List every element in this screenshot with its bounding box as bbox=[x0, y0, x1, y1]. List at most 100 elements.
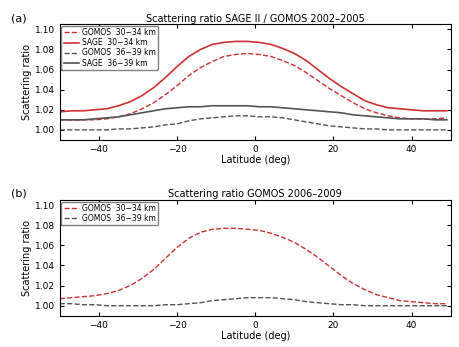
SAGE  36−39 km bbox=[279, 106, 285, 110]
GOMOS  30−34 km bbox=[268, 231, 273, 235]
GOMOS  30−34 km bbox=[232, 226, 238, 230]
GOMOS  30−34 km bbox=[268, 54, 273, 59]
X-axis label: Latitude (deg): Latitude (deg) bbox=[220, 155, 289, 165]
GOMOS  30−34 km bbox=[291, 240, 297, 244]
SAGE  36−39 km bbox=[185, 105, 191, 109]
GOMOS  36−39 km bbox=[443, 304, 449, 308]
SAGE  36−39 km bbox=[162, 107, 168, 111]
Y-axis label: Scattering ratio: Scattering ratio bbox=[22, 220, 32, 296]
SAGE  30−34 km bbox=[291, 51, 297, 56]
GOMOS  36−39 km bbox=[420, 304, 425, 308]
GOMOS  36−39 km bbox=[162, 303, 168, 307]
GOMOS  36−39 km bbox=[139, 304, 144, 308]
GOMOS  36−39 km bbox=[92, 303, 97, 307]
GOMOS  30−34 km bbox=[303, 70, 308, 75]
SAGE  36−39 km bbox=[209, 104, 215, 108]
GOMOS  30−34 km bbox=[385, 114, 390, 118]
GOMOS  36−39 km bbox=[373, 304, 378, 308]
SAGE  30−34 km bbox=[151, 86, 156, 90]
SAGE  30−34 km bbox=[127, 100, 133, 104]
GOMOS  30−34 km bbox=[104, 291, 109, 296]
SAGE  30−34 km bbox=[385, 106, 390, 110]
GOMOS  30−34 km bbox=[197, 66, 203, 70]
Y-axis label: Scattering ratio: Scattering ratio bbox=[22, 44, 32, 120]
GOMOS  36−39 km bbox=[244, 114, 250, 118]
GOMOS  36−39 km bbox=[326, 302, 331, 306]
SAGE  36−39 km bbox=[80, 118, 86, 122]
GOMOS  36−39 km bbox=[221, 298, 226, 302]
Title: Scattering ratio GOMOS 2006–2009: Scattering ratio GOMOS 2006–2009 bbox=[168, 189, 341, 199]
GOMOS  30−34 km bbox=[361, 107, 367, 111]
SAGE  30−34 km bbox=[361, 99, 367, 103]
SAGE  36−39 km bbox=[151, 109, 156, 113]
GOMOS  36−39 km bbox=[443, 128, 449, 132]
GOMOS  36−39 km bbox=[115, 304, 121, 308]
GOMOS  30−34 km bbox=[361, 288, 367, 292]
GOMOS  36−39 km bbox=[279, 116, 285, 120]
GOMOS  30−34 km bbox=[80, 295, 86, 299]
GOMOS  30−34 km bbox=[185, 236, 191, 240]
SAGE  36−39 km bbox=[197, 105, 203, 109]
GOMOS  36−39 km bbox=[350, 303, 355, 307]
GOMOS  36−39 km bbox=[104, 128, 109, 132]
SAGE  30−34 km bbox=[209, 42, 215, 46]
GOMOS  36−39 km bbox=[57, 128, 62, 132]
SAGE  30−34 km bbox=[57, 110, 62, 114]
X-axis label: Latitude (deg): Latitude (deg) bbox=[220, 331, 289, 341]
GOMOS  36−39 km bbox=[268, 115, 273, 119]
SAGE  36−39 km bbox=[431, 118, 437, 122]
GOMOS  30−34 km bbox=[162, 256, 168, 261]
GOMOS  36−39 km bbox=[162, 123, 168, 127]
GOMOS  30−34 km bbox=[431, 117, 437, 121]
GOMOS  30−34 km bbox=[279, 235, 285, 239]
GOMOS  30−34 km bbox=[68, 296, 74, 300]
GOMOS  30−34 km bbox=[221, 54, 226, 59]
GOMOS  36−39 km bbox=[385, 128, 390, 132]
GOMOS  30−34 km bbox=[92, 118, 97, 122]
SAGE  36−39 km bbox=[127, 113, 133, 117]
GOMOS  36−39 km bbox=[361, 304, 367, 308]
GOMOS  30−34 km bbox=[338, 273, 343, 278]
GOMOS  36−39 km bbox=[279, 297, 285, 301]
GOMOS  36−39 km bbox=[185, 302, 191, 306]
GOMOS  36−39 km bbox=[338, 125, 343, 129]
GOMOS  30−34 km bbox=[326, 87, 331, 91]
Legend: GOMOS  30−34 km, SAGE  30−34 km, GOMOS  36−39 km, SAGE  36−39 km: GOMOS 30−34 km, SAGE 30−34 km, GOMOS 36−… bbox=[61, 26, 158, 70]
Legend: GOMOS  30−34 km, GOMOS  36−39 km: GOMOS 30−34 km, GOMOS 36−39 km bbox=[61, 202, 158, 225]
GOMOS  30−34 km bbox=[115, 289, 121, 293]
GOMOS  30−34 km bbox=[350, 101, 355, 105]
GOMOS  36−39 km bbox=[127, 304, 133, 308]
GOMOS  36−39 km bbox=[256, 296, 262, 300]
SAGE  36−39 km bbox=[268, 105, 273, 109]
GOMOS  36−39 km bbox=[174, 122, 179, 126]
SAGE  30−34 km bbox=[279, 46, 285, 51]
GOMOS  36−39 km bbox=[115, 127, 121, 131]
GOMOS  36−39 km bbox=[80, 303, 86, 307]
GOMOS  36−39 km bbox=[291, 118, 297, 122]
GOMOS  30−34 km bbox=[221, 226, 226, 230]
GOMOS  36−39 km bbox=[139, 126, 144, 130]
Line: GOMOS  36−39 km: GOMOS 36−39 km bbox=[60, 298, 446, 306]
SAGE  36−39 km bbox=[256, 105, 262, 109]
GOMOS  30−34 km bbox=[256, 52, 262, 57]
GOMOS  36−39 km bbox=[303, 299, 308, 304]
GOMOS  30−34 km bbox=[209, 227, 215, 231]
GOMOS  30−34 km bbox=[443, 116, 449, 120]
GOMOS  36−39 km bbox=[268, 296, 273, 300]
GOMOS  36−39 km bbox=[151, 304, 156, 308]
GOMOS  30−34 km bbox=[232, 52, 238, 57]
GOMOS  36−39 km bbox=[314, 122, 320, 126]
GOMOS  36−39 km bbox=[314, 301, 320, 305]
SAGE  36−39 km bbox=[443, 118, 449, 122]
GOMOS  36−39 km bbox=[431, 304, 437, 308]
SAGE  36−39 km bbox=[92, 117, 97, 121]
GOMOS  30−34 km bbox=[104, 117, 109, 121]
SAGE  36−39 km bbox=[232, 104, 238, 108]
GOMOS  30−34 km bbox=[291, 64, 297, 68]
GOMOS  36−39 km bbox=[57, 302, 62, 306]
SAGE  30−34 km bbox=[397, 107, 402, 111]
GOMOS  30−34 km bbox=[127, 112, 133, 116]
SAGE  30−34 km bbox=[197, 47, 203, 51]
SAGE  30−34 km bbox=[314, 67, 320, 71]
GOMOS  36−39 km bbox=[92, 128, 97, 132]
